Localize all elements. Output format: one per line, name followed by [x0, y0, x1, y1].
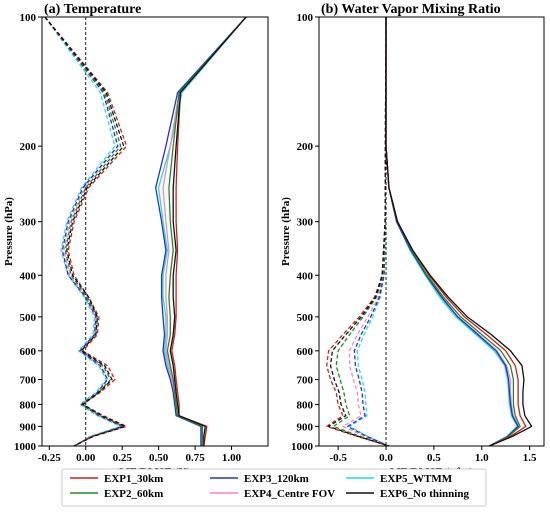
y-tick-label: 200 [297, 141, 314, 153]
y-tick-label: 600 [297, 346, 314, 358]
x-tick-label: -0.25 [38, 452, 61, 464]
x-tick-label: 0.50 [149, 452, 169, 464]
series-rmse-exp3-120km [385, 17, 519, 446]
series-me-exp4-centre-fov [342, 17, 390, 446]
x-tick-label: 0.0 [379, 452, 393, 464]
series-me-exp3-120km [44, 17, 123, 446]
x-tick-label: 1.00 [222, 452, 242, 464]
y-tick-label: 1000 [14, 441, 37, 453]
y-tick-label: 800 [20, 399, 37, 411]
y-tick-label: 1000 [291, 441, 314, 453]
x-tick-label: 1.0 [475, 452, 489, 464]
panel-water-vapor: (b) Water Vapor Mixing Ratio -0.5 0.0 0.5 1.… [280, 2, 545, 478]
y-tick-label: 100 [297, 12, 314, 24]
y-tick-label: 700 [297, 375, 314, 387]
y-tick-label: 600 [20, 346, 37, 358]
x-tick-label: 0.5 [427, 452, 441, 464]
legend-label-exp6-no-thinning: EXP6_No thinning [380, 488, 469, 500]
series-rmse-exp2-60km [385, 17, 521, 446]
legend-frame [61, 468, 487, 507]
series-rmse-exp5-wtmm [385, 17, 518, 446]
y-tick-label: 300 [20, 217, 37, 229]
series-me-exp3-120km [347, 17, 390, 446]
legend-label-exp4-centre-fov: EXP4_Centre FOV [244, 488, 335, 500]
x-tick-label: -0.5 [329, 452, 347, 464]
x-tick-label: 0.00 [76, 452, 96, 464]
series-me-exp1-30km [326, 17, 390, 446]
series-me-exp4-centre-fov [44, 17, 123, 446]
y-tick-label: 100 [20, 12, 37, 24]
series-rmse-exp4-centre-fov [385, 17, 520, 446]
legend: EXP1_30km EXP2_60km EXP3_120km EXP4_Centre … [61, 468, 487, 507]
axes-frame [41, 16, 269, 447]
series-me-exp1-30km [44, 17, 128, 446]
legend-label-exp2-60km: EXP2_60km [104, 488, 163, 500]
y-tick-label: 200 [20, 141, 37, 153]
panel-title: (b) Water Vapor Mixing Ratio [321, 2, 501, 17]
series-me-exp5-wtmm [348, 17, 390, 446]
y-tick-label: 800 [297, 399, 314, 411]
legend-label-exp5-wtmm: EXP5_WTMM [380, 473, 453, 485]
series-rmse-exp1-30km [385, 17, 527, 446]
series-me-exp2-60km [332, 17, 390, 446]
series-rmse-exp3-120km [155, 17, 247, 446]
y-tick-label: 400 [20, 270, 37, 282]
axes-frame [318, 16, 545, 447]
y-tick-label: 500 [297, 312, 314, 324]
legend-label-exp3-120km: EXP3_120km [244, 473, 309, 485]
series-me-exp6-no-thinning [44, 17, 126, 446]
series-rmse-exp6-no-thinning [169, 17, 247, 446]
y-axis-label: Pressure (hPa) [280, 197, 292, 266]
y-tick-label: 400 [297, 270, 314, 282]
series-me-exp6-no-thinning [327, 17, 390, 446]
x-tick-label: 0.75 [185, 452, 205, 464]
series-rmse-exp6-no-thinning [385, 17, 533, 446]
series-rmse-exp2-60km [166, 17, 247, 446]
series-me-exp5-wtmm [44, 17, 122, 446]
y-tick-label: 500 [20, 312, 37, 324]
series-rmse-exp1-30km [171, 17, 247, 446]
legend-label-exp1-30km: EXP1_30km [104, 473, 163, 485]
x-tick-label: 0.25 [113, 452, 133, 464]
panel-temperature: (a) Temperature -0.25 0.00 0.25 0.50 0.75 1.00… [3, 2, 269, 478]
y-tick-label: 300 [297, 217, 314, 229]
y-tick-label: 900 [297, 421, 314, 433]
panel-title: (a) Temperature [44, 2, 141, 17]
plot-area [44, 17, 247, 446]
y-tick-label: 900 [20, 421, 37, 433]
plot-area [326, 17, 533, 446]
x-tick-label: 1.5 [523, 452, 537, 464]
y-tick-label: 700 [20, 375, 37, 387]
y-axis-label: Pressure (hPa) [3, 197, 15, 266]
